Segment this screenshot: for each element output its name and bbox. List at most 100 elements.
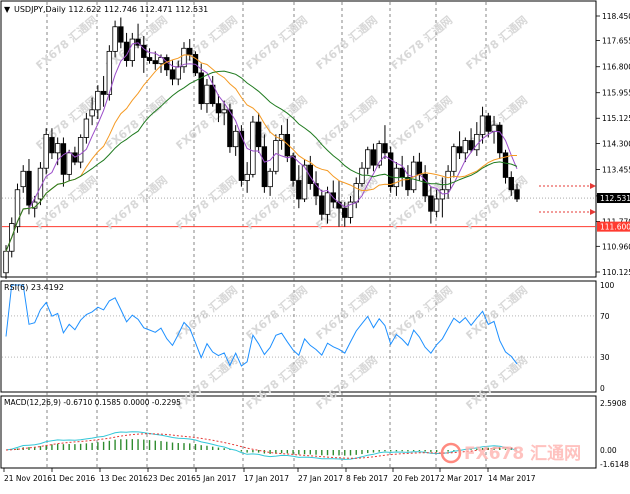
candle [60, 137, 67, 187]
chart-menu-icon[interactable]: ▼ [4, 5, 11, 14]
candle-body [204, 84, 210, 105]
candle [49, 128, 55, 159]
candle [497, 122, 503, 159]
candle [215, 94, 222, 123]
candle [141, 35, 147, 73]
candle [261, 134, 268, 193]
candle [187, 39, 193, 61]
candle [14, 183, 21, 233]
rsi-line [5, 284, 518, 367]
candle [502, 149, 509, 184]
candle-body [290, 155, 296, 181]
candle-body [399, 167, 405, 178]
candle-body [456, 146, 463, 154]
candle-body [307, 164, 314, 184]
candle [347, 195, 354, 224]
candle-body [405, 177, 411, 191]
candle-body [227, 109, 233, 148]
ma-mid-line [5, 54, 517, 252]
candle-body [198, 72, 204, 105]
candle-body [491, 124, 497, 132]
candle-body [49, 137, 55, 154]
candle [43, 128, 49, 175]
candle-body [146, 57, 153, 61]
candle-body [382, 143, 388, 154]
date-tick-label: 20 Feb 2017 [393, 474, 440, 483]
candle-body [83, 118, 90, 138]
candle-body [278, 133, 285, 141]
macd-signal-line [5, 433, 518, 459]
macd-header: MACD(12,26,9) -0.6710 0.1585 0.0000 -0.2… [4, 398, 181, 407]
ma-slow-line [5, 70, 518, 252]
candle-body [135, 38, 141, 46]
date-tick-label: 2 Mar 2017 [440, 474, 483, 483]
candle-body [26, 170, 32, 206]
candle-body [416, 161, 423, 175]
candle [221, 100, 227, 126]
candle [307, 155, 314, 190]
candle-body [209, 84, 216, 105]
price-axis: 118.450 117.655 116.800 115.955 115.125 114.3… [596, 12, 630, 277]
candle [365, 146, 371, 175]
candle-body [261, 146, 268, 188]
candle-body [77, 137, 84, 163]
candle-body [215, 103, 222, 114]
candle-body [175, 66, 181, 80]
candle [232, 125, 239, 156]
candle-body [232, 130, 239, 148]
candle [342, 202, 348, 227]
candle-body [244, 173, 250, 181]
candle-body [118, 26, 124, 43]
candle-body [347, 201, 354, 218]
candle [479, 106, 486, 144]
rsi-axis-label: 70 [600, 312, 610, 321]
candle-body [141, 44, 147, 58]
rsi-axis-label: 0 [600, 384, 605, 393]
candle [244, 162, 250, 193]
candle [181, 42, 187, 73]
candle-body [485, 115, 491, 132]
date-tick-label: 21 Nov 2016 [4, 474, 52, 483]
candle [319, 189, 325, 221]
candle-body [359, 167, 365, 184]
price-tick-label: 115.955 [602, 89, 630, 98]
candle-body [502, 152, 509, 178]
candle-body [250, 121, 256, 175]
candle-body [508, 177, 514, 191]
candle-body [284, 133, 291, 157]
candle-body [238, 130, 245, 181]
candle-body [387, 152, 394, 188]
candle [359, 162, 365, 187]
candle-body [324, 192, 331, 215]
candle [422, 165, 428, 203]
candle [284, 119, 291, 163]
macd-pane-frame [0, 395, 597, 469]
date-axis: 21 Nov 2016 1 Dec 2016 13 Dec 2016 23 Dec 2… [3, 468, 536, 483]
candle-body [14, 189, 21, 228]
candle [468, 128, 474, 153]
candle [209, 75, 216, 107]
logo-text: FX678 汇通网 [464, 444, 581, 464]
candle [267, 168, 273, 196]
candle-body [66, 152, 72, 175]
candle [255, 112, 262, 153]
price-pane-frame [0, 0, 597, 278]
candle-body [514, 189, 520, 200]
candle-body [112, 26, 118, 52]
candle-body [181, 47, 187, 68]
candle-body [100, 90, 107, 95]
candle-body [462, 140, 469, 154]
candle [456, 131, 463, 159]
price-tick-label: 115.125 [602, 114, 630, 123]
candle [376, 140, 382, 169]
rsi-pane-frame [0, 280, 597, 393]
candle [428, 186, 434, 224]
candle [26, 158, 32, 215]
macd-axis-label: -1.6148 [600, 460, 629, 469]
candle [95, 85, 101, 120]
candle [451, 143, 457, 178]
candle-body [313, 183, 319, 197]
candle [301, 158, 308, 203]
date-tick-label: 5 Jan 2017 [196, 474, 236, 483]
